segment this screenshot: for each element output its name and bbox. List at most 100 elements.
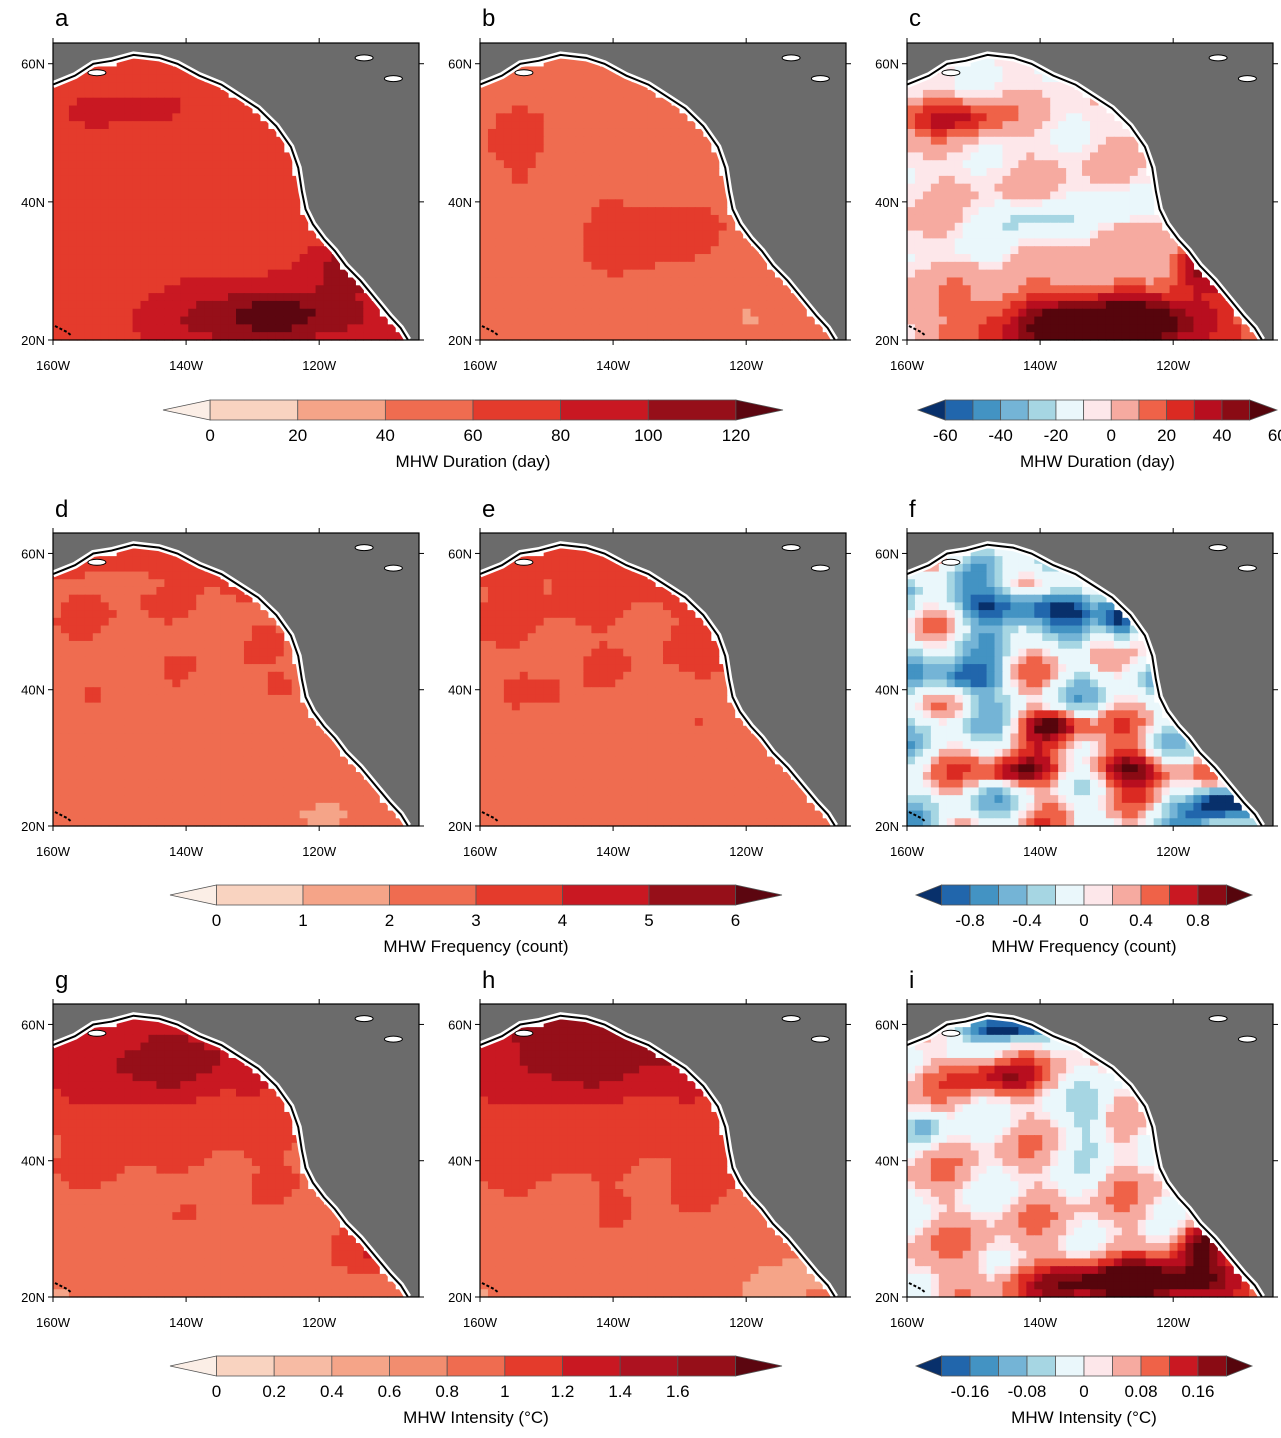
heatmap-cell	[108, 648, 118, 657]
heatmap-cell	[583, 136, 592, 146]
heatmap-cell	[1082, 121, 1091, 130]
heatmap-cell	[994, 113, 1004, 122]
heatmap-cell	[164, 656, 173, 665]
heatmap-cell	[84, 718, 94, 727]
heatmap-cell	[1058, 128, 1067, 138]
heatmap-cell	[480, 285, 489, 294]
heatmap-cell	[212, 802, 221, 812]
heatmap-cell	[92, 625, 102, 634]
heatmap-cell	[543, 300, 553, 310]
heatmap-cell	[655, 308, 664, 318]
heatmap-cell	[519, 633, 529, 642]
heatmap-cell	[148, 718, 158, 727]
heatmap-cell	[275, 183, 285, 193]
heatmap-cell	[236, 269, 245, 279]
heatmap-cell	[148, 679, 158, 688]
heatmap-cell	[1042, 136, 1051, 146]
heatmap-cell	[543, 128, 553, 138]
heatmap-cell	[1105, 144, 1115, 154]
heatmap-cell	[76, 113, 86, 122]
heatmap-cell	[694, 238, 704, 247]
heatmap-cell	[180, 741, 189, 750]
heatmap-cell	[742, 254, 752, 263]
heatmap-cell	[68, 191, 78, 200]
heatmap-cell	[148, 787, 158, 796]
heatmap-cell	[132, 586, 142, 596]
heatmap-cell	[236, 756, 245, 765]
heatmap-cell	[156, 648, 165, 657]
heatmap-cell	[84, 810, 94, 819]
heatmap-cell	[347, 772, 356, 781]
heatmap-cell	[156, 160, 165, 169]
heatmap-cell	[180, 89, 189, 99]
heatmap-cell	[599, 230, 608, 239]
heatmap-cell	[1026, 136, 1035, 146]
heatmap-cell	[583, 656, 592, 665]
heatmap-cell	[487, 261, 497, 271]
heatmap-cell	[1026, 214, 1035, 224]
heatmap-cell	[1129, 316, 1139, 325]
heatmap-cell	[734, 230, 744, 239]
heatmap-cell	[1121, 183, 1131, 193]
heatmap-cell	[108, 222, 118, 232]
heatmap-cell	[930, 277, 940, 286]
heatmap-cell	[962, 66, 972, 75]
heatmap-cell	[615, 230, 624, 239]
heatmap-cell	[275, 199, 285, 208]
heatmap-cell	[236, 702, 245, 711]
heatmap-cell	[670, 254, 680, 263]
heatmap-cell	[527, 136, 537, 146]
heatmap-cell	[575, 254, 585, 263]
heatmap-cell	[132, 183, 142, 193]
heatmap-cell	[243, 802, 253, 812]
heatmap-cell	[108, 733, 118, 742]
heatmap-cell	[954, 230, 964, 239]
heatmap-cell	[68, 254, 78, 263]
heatmap-cell	[782, 300, 791, 310]
heatmap-cell	[204, 664, 213, 673]
heatmap-cell	[1050, 97, 1059, 107]
heatmap-cell	[124, 121, 134, 130]
heatmap-cell	[487, 97, 497, 107]
heatmap-cell	[599, 648, 608, 657]
heatmap-cell	[108, 586, 118, 596]
heatmap-cell	[259, 764, 269, 773]
heatmap-cell	[1002, 254, 1012, 263]
heatmap-cell	[132, 787, 142, 796]
heatmap-cell	[116, 548, 126, 557]
heatmap-cell	[243, 230, 253, 239]
heatmap-cell	[1129, 324, 1139, 333]
heatmap-cell	[734, 285, 744, 294]
heatmap-cell	[140, 617, 150, 627]
heatmap-cell	[1026, 324, 1035, 333]
heatmap-cell	[686, 230, 696, 239]
heatmap-cell	[283, 710, 293, 719]
heatmap-cell	[68, 261, 78, 271]
heatmap-cell	[291, 787, 301, 796]
heatmap-cell	[1018, 293, 1027, 302]
heatmap-cell	[1113, 277, 1123, 286]
heatmap-cell	[100, 741, 110, 750]
heatmap-cell	[970, 324, 980, 333]
heatmap-cell	[954, 199, 964, 208]
heatmap-cell	[196, 787, 205, 796]
heatmap-cell	[60, 199, 70, 208]
heatmap-cell	[283, 269, 293, 279]
heatmap-cell	[535, 214, 545, 224]
heatmap-cell	[1058, 293, 1067, 302]
heatmap-cell	[132, 168, 142, 177]
heatmap-cell	[1042, 113, 1051, 122]
heatmap-cell	[623, 230, 632, 239]
heatmap-cell	[140, 238, 150, 247]
heatmap-cell	[60, 772, 70, 781]
heatmap-cell	[132, 556, 142, 565]
heatmap-cell	[196, 121, 205, 130]
heatmap-cell	[1018, 324, 1027, 333]
heatmap-cell	[1137, 191, 1147, 200]
heatmap-cell	[623, 277, 632, 286]
heatmap-cell	[591, 238, 600, 247]
heatmap-cell	[503, 571, 513, 580]
heatmap-cell	[148, 594, 158, 603]
heatmap-cell	[591, 594, 600, 603]
heatmap-cell	[251, 222, 261, 232]
